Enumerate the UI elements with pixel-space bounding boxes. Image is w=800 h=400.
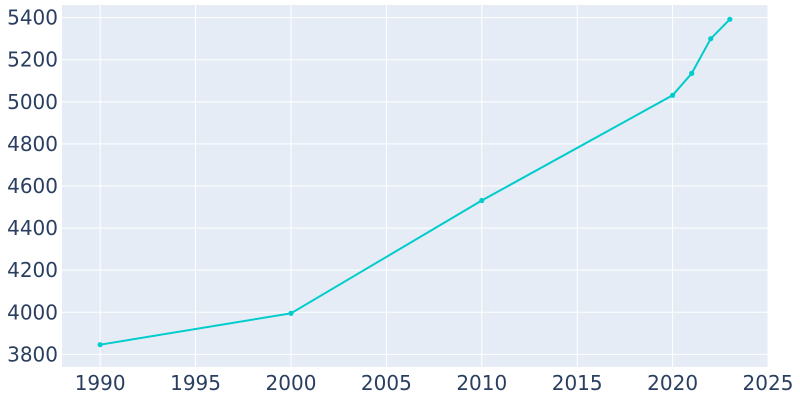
x-tick-label: 2000 xyxy=(266,371,317,395)
data-point xyxy=(689,70,695,77)
x-tick-label: 2025 xyxy=(743,371,794,395)
data-point xyxy=(288,310,294,316)
y-tick-label: 4000 xyxy=(7,300,58,324)
y-tick-label: 4800 xyxy=(7,132,58,156)
series-layer xyxy=(97,16,733,348)
y-tick-label: 5200 xyxy=(7,48,58,72)
y-tick-label: 5000 xyxy=(7,90,58,114)
y-tick-label: 4200 xyxy=(7,258,58,282)
x-tick-label: 2010 xyxy=(456,371,507,395)
data-point xyxy=(97,342,103,348)
y-tick-label: 4400 xyxy=(7,216,58,240)
data-point xyxy=(479,197,485,204)
data-point xyxy=(727,16,733,22)
x-tick-label: 2015 xyxy=(552,371,603,395)
y-tick-label: 4600 xyxy=(7,174,58,198)
y-tick-label: 3800 xyxy=(7,342,58,366)
x-tick-label: 2020 xyxy=(647,371,698,395)
y-axis-ticks: 3800 4000 4200 4400 4600 4800 5000 5200 5400 xyxy=(7,6,58,367)
x-tick-label: 2005 xyxy=(361,371,412,395)
data-point xyxy=(669,92,676,98)
x-tick-label: 1990 xyxy=(75,371,126,395)
x-axis-ticks: 1990 1995 2000 2005 2010 2015 2020 2025 xyxy=(75,371,794,395)
grid xyxy=(62,5,769,367)
y-tick-label: 5400 xyxy=(7,6,58,30)
x-tick-label: 1995 xyxy=(170,371,221,395)
data-point xyxy=(708,36,714,42)
